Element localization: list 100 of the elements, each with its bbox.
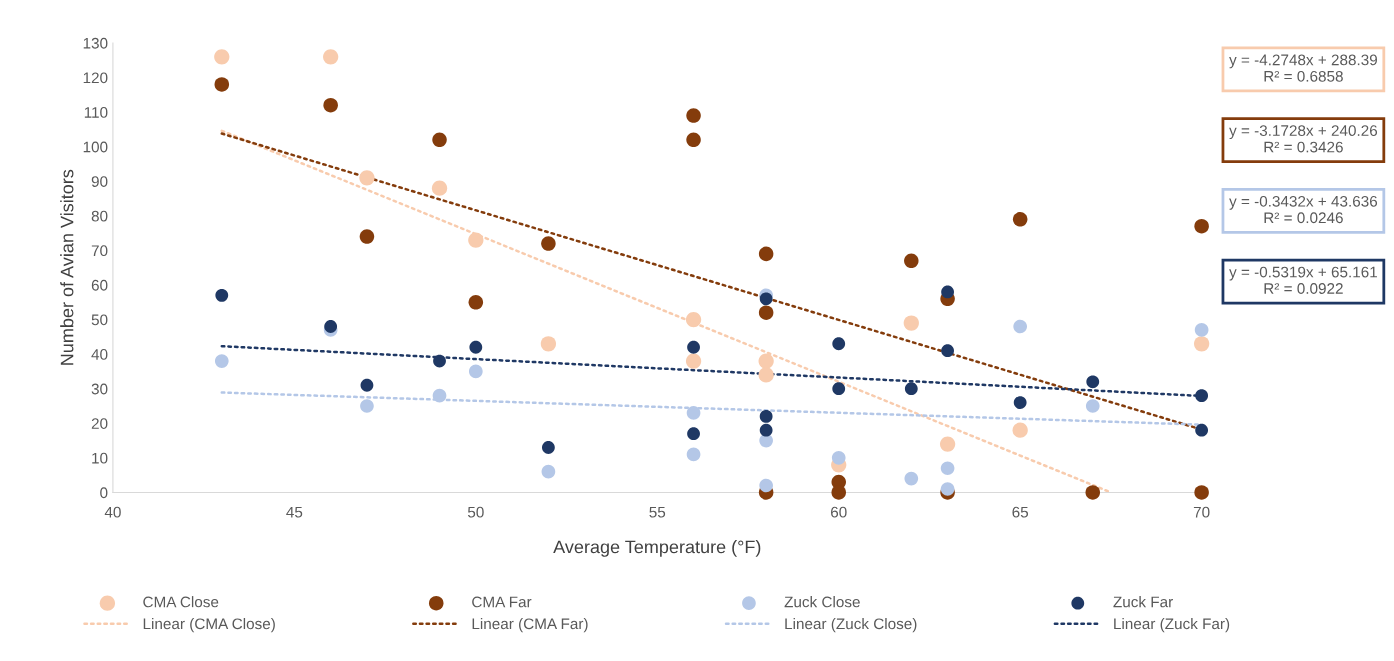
point [758, 305, 774, 320]
point [433, 354, 446, 368]
x-tick-label: 50 [467, 506, 484, 518]
y-tick-label: 20 [91, 418, 108, 429]
point [1012, 422, 1028, 438]
point [324, 320, 338, 333]
y-tick-label: 110 [84, 106, 108, 118]
point [1195, 423, 1209, 437]
x-tick-label: 40 [104, 506, 121, 518]
point [831, 451, 846, 465]
point [1085, 399, 1100, 413]
point [468, 232, 484, 248]
point [542, 441, 555, 454]
point [215, 288, 229, 302]
point [686, 406, 701, 420]
point [541, 464, 556, 479]
point [541, 236, 556, 251]
point [941, 285, 954, 299]
point [432, 132, 447, 148]
x-tick-label: 45 [286, 506, 303, 518]
point [1012, 212, 1028, 227]
y-tick-label: 10 [92, 452, 108, 464]
y-tick-label: 30 [91, 383, 108, 395]
point [759, 478, 773, 493]
y-tick-label: 90 [91, 176, 108, 187]
point [431, 180, 448, 196]
y-tick-label: 0 [100, 487, 108, 499]
x-tick-label: 70 [1193, 506, 1210, 518]
text: y = -4.2748x + 288.39 R² = 0.6858 [1229, 54, 1377, 82]
legend-label: Zuck Close [784, 596, 860, 608]
point [758, 353, 774, 369]
point [758, 246, 774, 262]
legend-label: Linear (CMA Close) [143, 617, 275, 633]
point [939, 436, 956, 452]
point [468, 364, 483, 379]
point [1194, 218, 1209, 234]
point [360, 378, 374, 392]
x-axis-title: Average Temperature (°F) [553, 540, 761, 557]
y-axis-title: Number of Avian Visitors [60, 169, 74, 365]
point [1086, 375, 1100, 389]
x-tick-label: 55 [649, 506, 666, 518]
point [904, 382, 918, 396]
point [323, 49, 339, 65]
y-tick-label: 100 [83, 141, 108, 153]
point [1194, 323, 1209, 337]
point [940, 461, 955, 476]
point [214, 354, 229, 368]
point [686, 108, 701, 123]
point [540, 336, 557, 352]
point [685, 353, 702, 369]
legend-label: Linear (Zuck Far) [1114, 617, 1230, 633]
point [1013, 319, 1028, 334]
legend-label: CMA Close [143, 596, 219, 608]
point [1195, 389, 1209, 403]
text: y = -0.3432x + 43.636 R² = 0.0246 [1229, 195, 1378, 224]
y-tick-label: 120 [83, 72, 108, 84]
point [831, 485, 846, 500]
point [687, 427, 700, 441]
point [469, 340, 483, 354]
y-tick-label: 60 [91, 279, 108, 291]
point [941, 344, 954, 358]
point [904, 471, 919, 486]
point [1085, 485, 1101, 500]
text: y = -3.1728x + 240.26 R² = 0.3426 [1229, 125, 1378, 153]
y-tick-label: 130 [83, 37, 108, 49]
point [940, 482, 955, 496]
text: y = -0.5319x + 65.161 R² = 0.0922 [1229, 266, 1377, 294]
legend-label: Zuck Far [1113, 596, 1173, 608]
point [758, 367, 774, 383]
point [214, 49, 230, 65]
point [759, 409, 773, 423]
legend-label: Linear (Zuck Close) [785, 617, 917, 633]
legend-label: CMA Far [472, 596, 532, 608]
point [832, 337, 846, 351]
point [468, 295, 484, 310]
point [686, 447, 701, 462]
point [1193, 336, 1210, 352]
point [759, 423, 773, 437]
point [685, 311, 702, 328]
y-tick-label: 40 [91, 349, 108, 360]
point [360, 399, 374, 413]
point [359, 170, 375, 186]
y-tick-label: 80 [91, 210, 108, 222]
point [759, 292, 773, 306]
legend-label: Linear (CMA Far) [472, 617, 588, 633]
y-tick-label: 50 [91, 314, 108, 326]
point [1013, 396, 1027, 409]
point [323, 97, 338, 113]
y-tick-label: 70 [91, 245, 108, 257]
x-tick-label: 60 [831, 506, 847, 518]
point [903, 315, 919, 331]
point [832, 382, 846, 396]
point [687, 340, 700, 354]
point [686, 132, 701, 148]
x-tick-label: 65 [1012, 506, 1029, 518]
point [214, 77, 230, 92]
point [1194, 485, 1209, 500]
point [432, 388, 447, 403]
point [359, 229, 375, 244]
point [904, 253, 919, 269]
